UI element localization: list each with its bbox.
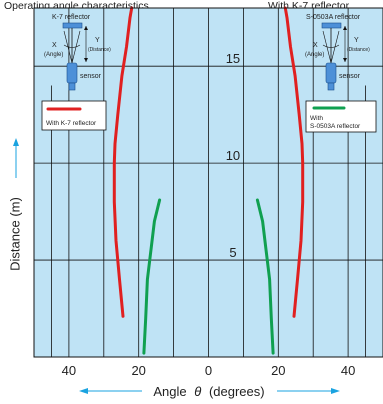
- y-tick-label: 15: [226, 51, 240, 66]
- x-axis-left-arrow-icon: [79, 388, 88, 394]
- inset-k7: K-7 reflector X (Angle) Y (Distance) sen…: [41, 14, 111, 131]
- y-axis-arrow-icon: [13, 138, 19, 146]
- sensor-icon: [68, 82, 76, 91]
- angle-arc-icon: [63, 44, 81, 48]
- series-line-1: [283, 6, 305, 318]
- series-line-0: [112, 6, 134, 318]
- x-tick-label: 20: [131, 363, 145, 378]
- series-group: [112, 6, 305, 355]
- x-axis-label-group: Angle θ (degrees): [79, 384, 340, 399]
- inset-k7-x-sub: (Angle): [44, 52, 63, 58]
- sensor-icon: [66, 62, 78, 84]
- x-axis-label-suffix: (degrees): [209, 384, 265, 399]
- distance-arrow-icon: [343, 26, 347, 30]
- inset-s0503a-reflector-label: S-0503A reflector: [306, 14, 361, 21]
- legend-text-s0503a-line2: S-0503A reflector: [310, 123, 361, 130]
- legend-text-s0503a-line1: With: [310, 115, 323, 122]
- reflector-icon: [321, 22, 342, 29]
- series-line-2: [142, 198, 162, 355]
- inset-k7-x-label: X: [52, 42, 57, 49]
- inset-s0503a-x-sub: (Angle): [305, 52, 324, 58]
- inset-s0503a-y-sub: (Distance): [347, 47, 370, 53]
- inset-s0503a-sensor-label: sensor: [339, 73, 361, 80]
- inset-s0503a-x-label: X: [313, 42, 318, 49]
- x-axis-label-prefix: Angle: [153, 384, 186, 399]
- inset-k7-y-label: Y: [95, 37, 100, 44]
- legend-text-k7: With K-7 reflector: [46, 120, 97, 127]
- legend-box-k7: [41, 100, 107, 131]
- x-axis-right-arrow-icon: [331, 388, 340, 394]
- sensor-icon: [327, 82, 335, 91]
- inset-s0503a-y-label: Y: [354, 37, 359, 44]
- x-axis-label: Angle θ (degrees): [153, 384, 264, 399]
- x-tick-labels: 40 20 0 20 40: [62, 363, 356, 378]
- y-axis-label-group: Distance (m): [7, 138, 22, 271]
- inset-s0503a: S-0503A reflector X (Angle) Y (Distance)…: [305, 14, 377, 133]
- x-tick-label: 20: [271, 363, 285, 378]
- reflector-icon: [62, 22, 83, 29]
- y-tick-label: 10: [226, 148, 240, 163]
- grid: [34, 8, 383, 357]
- inset-k7-y-sub: (Distance): [88, 47, 111, 53]
- inset-k7-reflector-label: K-7 reflector: [52, 14, 91, 21]
- distance-arrow-icon: [343, 58, 347, 62]
- x-tick-label: 0: [205, 363, 212, 378]
- y-axis-label: Distance (m): [7, 197, 22, 271]
- y-tick-label: 5: [229, 245, 236, 260]
- legend-box-s0503a: [305, 100, 377, 133]
- y-tick-labels: 5 10 15: [226, 51, 240, 260]
- x-tick-label: 40: [62, 363, 76, 378]
- plot-border: [33, 7, 383, 358]
- distance-arrow-icon: [84, 58, 88, 62]
- x-axis-label-symbol: θ: [194, 384, 201, 399]
- distance-arrow-icon: [84, 26, 88, 30]
- angle-arc-icon: [322, 44, 340, 48]
- inset-k7-sensor-label: sensor: [80, 73, 102, 80]
- series-line-3: [255, 198, 275, 355]
- sensor-icon: [325, 62, 337, 84]
- x-tick-label: 40: [341, 363, 355, 378]
